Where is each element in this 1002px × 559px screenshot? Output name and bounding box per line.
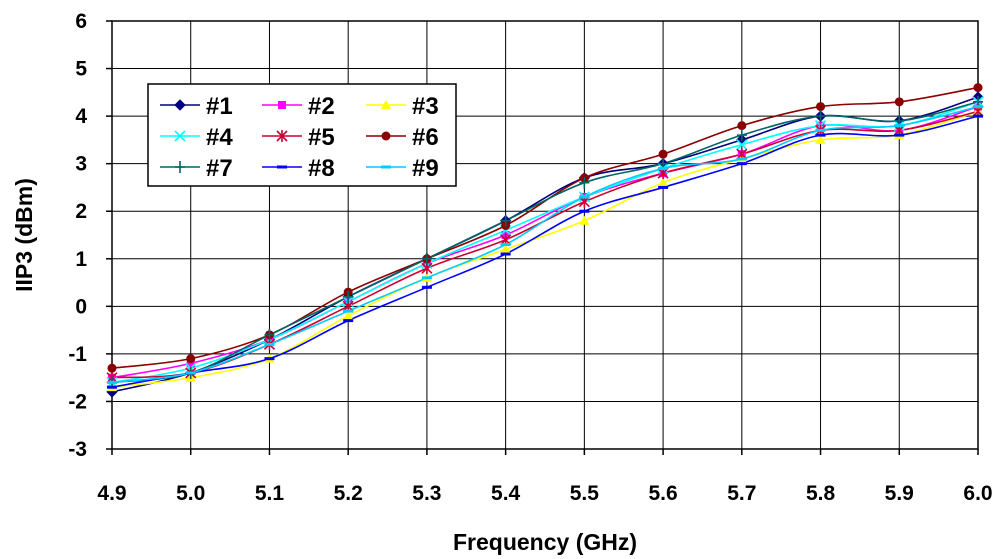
series-9-point [264,342,275,346]
legend-marker-1 [174,99,186,111]
y-tick-labels: 6 5 4 3 2 1 0 -1 -2 -3 [68,10,112,461]
series-8-point [500,252,511,256]
series-6-point [737,121,747,131]
series-9-point [973,105,983,109]
y-tick-label: 2 [75,200,87,223]
legend-label-6: #6 [412,124,439,151]
legend-marker-8 [277,165,287,169]
series-7-point [500,214,511,227]
series-9-point [343,309,354,313]
series-3-point [500,244,511,254]
series-8-point [973,114,983,118]
y-tick-label: 6 [75,10,87,33]
y-tick-label: -3 [68,438,87,461]
series-9-point [736,157,747,161]
series-8-point [343,319,354,323]
y-tick-label: 4 [75,105,87,128]
series-9-point [107,380,117,384]
series-3-point [579,215,590,225]
series-9-point [579,195,590,199]
y-tick-label: -1 [68,343,87,366]
series-markers [106,83,984,398]
series-7-point [264,328,275,341]
legend-label-1: #1 [206,93,233,120]
series-8-point [736,162,747,166]
series-6-point [107,363,117,373]
x-tick-label: 5.7 [727,482,756,505]
grid-lines [112,21,978,449]
series-7-point [421,252,432,265]
legend: #1 #2 #3 #4 #5 #6 #7 #8 #9 [147,83,457,187]
x-tick-label: 5.6 [648,482,677,505]
series-6-point [973,83,983,93]
series-9-point [421,276,432,280]
y-tick-label: 0 [75,295,87,318]
series-6-point [658,149,668,159]
series-9-point [185,371,196,375]
series-3-point [815,134,826,144]
y-tick-label: 3 [75,153,87,176]
y-tick-label: -2 [68,390,87,413]
series-8-point [894,133,905,137]
series-9-point [815,128,826,132]
legend-label-4: #4 [206,124,233,151]
series-8-point [264,357,275,361]
series-8-point [421,285,432,289]
legend-marker-6 [381,131,391,141]
plot-area-frame [111,20,979,450]
series-9-point [658,166,669,170]
series-6-point [816,102,826,112]
legend-box [147,83,457,187]
series-7-point [579,176,590,189]
series-4-point [736,139,748,151]
y-tick-label: 1 [75,248,87,271]
x-tick-label: 4.9 [97,482,126,505]
legend-marker-7 [175,161,185,173]
legend-marker-5 [276,130,288,142]
series-8-point [579,209,590,213]
series-6-point [186,354,196,364]
series-8-point [658,185,669,189]
x-tick-label: 5.5 [570,482,600,505]
y-tick-label: 5 [75,58,87,81]
x-axis-title: Frequency (GHz) [453,529,637,555]
series-9-point [894,124,905,128]
series-2-point [186,359,195,368]
series-8-point [107,385,117,389]
legend-label-3: #3 [412,93,439,120]
series-3-point [658,177,669,187]
legend-label-2: #2 [308,93,335,120]
legend-label-7: #7 [206,155,233,182]
x-tick-label: 5.8 [806,482,836,505]
series-8-point [815,133,826,137]
y-axis-title: IIP3 (dBm) [11,178,37,292]
x-tick-label: 5.4 [491,482,521,505]
series-9-point [500,243,511,247]
legend-marker-9 [381,165,391,169]
legend-marker-4 [174,130,186,142]
legend-label-9: #9 [412,155,439,182]
x-tick-label: 5.1 [255,482,285,505]
legend-label-8: #8 [308,155,335,182]
series-7-point [736,129,747,142]
x-tick-label: 5.3 [412,482,441,505]
x-tick-label: 5.9 [885,482,914,505]
series-7-point [343,290,354,303]
series-7-point [815,110,826,123]
x-tick-label: 5.0 [176,482,205,505]
series-3-point [343,310,354,320]
legend-marker-3 [381,100,391,109]
legend-marker-2 [278,101,286,109]
x-tick-label: 5.2 [334,482,363,505]
series-6-point [894,97,904,107]
x-tick-labels: 4.9 5.0 5.1 5.2 5.3 5.4 5.5 5.6 5.7 5.8 5.9 6.0 [97,449,993,505]
legend-label-5: #5 [308,124,335,151]
x-tick-label: 6.0 [963,482,992,505]
